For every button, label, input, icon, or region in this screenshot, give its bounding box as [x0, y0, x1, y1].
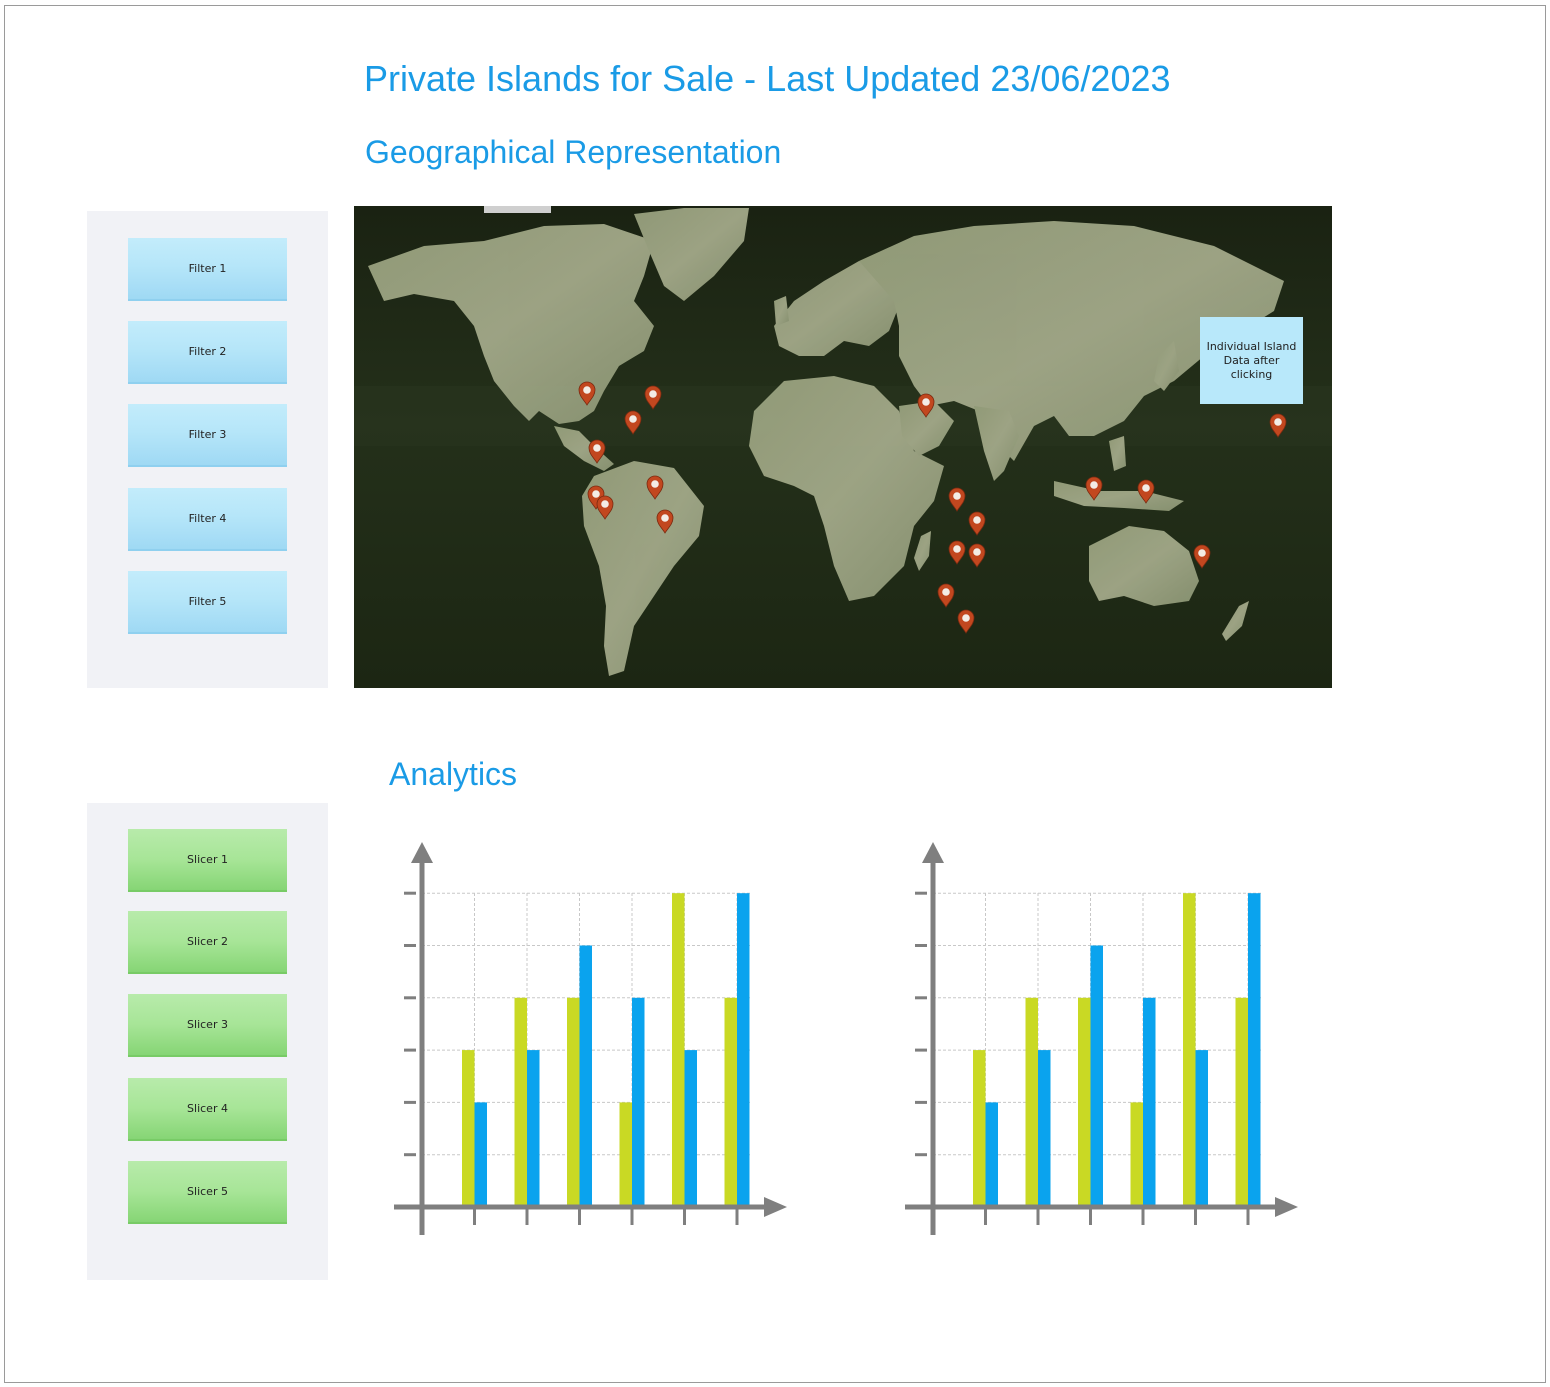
island-pin-icon[interactable]	[646, 475, 664, 500]
arabia	[899, 401, 954, 456]
india	[974, 406, 1019, 481]
slicer-button-1[interactable]: Slicer 1	[128, 829, 287, 892]
greenland	[634, 208, 749, 301]
bar-b	[632, 997, 645, 1207]
geo-heading: Geographical Representation	[365, 134, 782, 170]
filter-button-2[interactable]: Filter 2	[128, 321, 287, 384]
new-zealand	[1222, 601, 1249, 641]
y-axis-arrow-icon	[411, 842, 433, 863]
island-pin-icon[interactable]	[644, 385, 662, 410]
analytics-heading: Analytics	[389, 756, 518, 792]
world-map-graphic	[354, 206, 1332, 688]
bar-b	[527, 1050, 540, 1207]
bar-a	[1183, 893, 1196, 1207]
island-pin-icon[interactable]	[596, 495, 614, 520]
africa	[749, 376, 944, 601]
europe	[774, 261, 899, 356]
bar-a	[514, 997, 527, 1207]
asia	[859, 221, 1284, 461]
bar-b	[985, 1102, 998, 1207]
island-pin-icon[interactable]	[656, 509, 674, 534]
island-pin-icon[interactable]	[1193, 544, 1211, 569]
bar-b	[1248, 893, 1261, 1207]
x-axis-arrow-icon	[1275, 1197, 1298, 1217]
bar-b	[1038, 1050, 1051, 1207]
japan	[1154, 341, 1179, 391]
filter-button-1[interactable]: Filter 1	[128, 238, 287, 301]
island-pin-icon[interactable]	[968, 511, 986, 536]
bar-b	[579, 945, 592, 1207]
island-pin-icon[interactable]	[624, 410, 642, 435]
island-pin-icon[interactable]	[1085, 476, 1103, 501]
island-pin-icon[interactable]	[917, 393, 935, 418]
island-data-tooltip: Individual Island Data after clicking	[1200, 317, 1303, 404]
x-axis-arrow-icon	[764, 1197, 787, 1217]
bar-b	[1195, 1050, 1208, 1207]
map-handle	[484, 206, 551, 213]
bar-a	[1078, 997, 1091, 1207]
island-pin-icon[interactable]	[578, 381, 596, 406]
uk	[774, 296, 789, 326]
island-pin-icon[interactable]	[1137, 479, 1155, 504]
bar-b	[684, 1050, 697, 1207]
bar-b	[474, 1102, 487, 1207]
island-pin-icon[interactable]	[968, 543, 986, 568]
bar-b	[1143, 997, 1156, 1207]
bar-a	[1130, 1102, 1143, 1207]
filter-button-3[interactable]: Filter 3	[128, 404, 287, 467]
island-pin-icon[interactable]	[1269, 413, 1287, 438]
australia	[1089, 526, 1199, 606]
bar-b	[737, 893, 750, 1207]
bar-b	[1090, 945, 1103, 1207]
world-map[interactable]	[354, 206, 1332, 688]
bar-a	[724, 997, 737, 1207]
island-pin-icon[interactable]	[588, 439, 606, 464]
bar-a	[973, 1050, 986, 1207]
map-pins	[578, 381, 1287, 634]
slicer-button-5[interactable]: Slicer 5	[128, 1161, 287, 1224]
north-america	[368, 224, 654, 424]
island-pin-icon[interactable]	[948, 487, 966, 512]
slicer-button-3[interactable]: Slicer 3	[128, 994, 287, 1057]
bar-a	[1025, 997, 1038, 1207]
philippines	[1109, 436, 1126, 471]
slicer-panel: Slicer 1 Slicer 2 Slicer 3 Slicer 4 Slic…	[87, 803, 328, 1280]
bar-chart-1	[394, 842, 787, 1235]
bar-a	[1235, 997, 1248, 1207]
page-title: Private Islands for Sale - Last Updated …	[364, 58, 1171, 99]
island-pin-icon[interactable]	[948, 540, 966, 565]
south-america	[582, 461, 704, 676]
island-pin-icon[interactable]	[957, 609, 975, 634]
filter-button-4[interactable]: Filter 4	[128, 488, 287, 551]
bar-a	[672, 893, 685, 1207]
madagascar	[914, 531, 931, 571]
slicer-button-2[interactable]: Slicer 2	[128, 911, 287, 974]
y-axis-arrow-icon	[922, 842, 944, 863]
bar-a	[619, 1102, 632, 1207]
bar-chart-2	[905, 842, 1298, 1235]
filter-button-5[interactable]: Filter 5	[128, 571, 287, 634]
bar-a	[567, 997, 580, 1207]
island-pin-icon[interactable]	[937, 583, 955, 608]
filter-panel: Filter 1 Filter 2 Filter 3 Filter 4 Filt…	[87, 211, 328, 688]
slicer-button-4[interactable]: Slicer 4	[128, 1078, 287, 1141]
bar-a	[462, 1050, 475, 1207]
